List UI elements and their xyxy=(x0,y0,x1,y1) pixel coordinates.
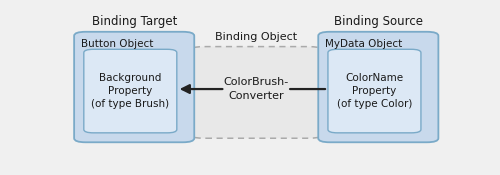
Text: Binding Source: Binding Source xyxy=(334,15,423,28)
Text: ColorBrush-
Converter: ColorBrush- Converter xyxy=(224,78,289,101)
FancyBboxPatch shape xyxy=(179,47,334,138)
Text: Background
Property
(of type Brush): Background Property (of type Brush) xyxy=(91,73,170,109)
FancyBboxPatch shape xyxy=(318,32,438,142)
Text: Binding Object: Binding Object xyxy=(215,32,298,42)
FancyBboxPatch shape xyxy=(74,32,194,142)
FancyBboxPatch shape xyxy=(84,49,177,133)
Text: ColorName
Property
(of type Color): ColorName Property (of type Color) xyxy=(337,73,412,109)
Text: MyData Object: MyData Object xyxy=(325,38,402,48)
Text: Binding Target: Binding Target xyxy=(92,15,177,28)
FancyBboxPatch shape xyxy=(328,49,421,133)
Text: Button Object: Button Object xyxy=(81,38,154,48)
